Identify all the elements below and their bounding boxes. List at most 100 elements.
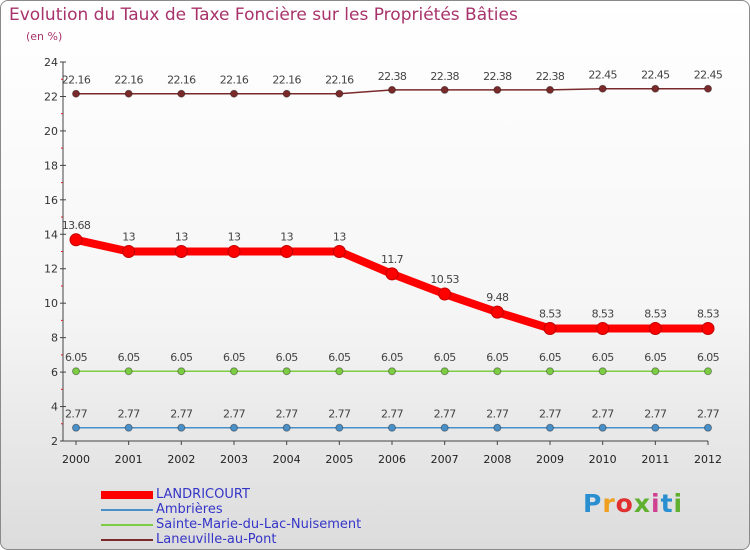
y-tick-label: 4 [51, 401, 58, 414]
legend-swatch [101, 490, 153, 499]
data-point [282, 367, 291, 376]
data-label: 8.53 [539, 308, 562, 321]
data-label: 2.77 [381, 408, 404, 421]
x-tick-label: 2008 [483, 453, 511, 466]
data-point [227, 245, 241, 258]
legend-item: LANDRICOURT [101, 487, 361, 502]
data-point [177, 423, 186, 432]
legend-label: Laneuville-au-Pont [156, 532, 277, 547]
data-point [177, 89, 186, 98]
legend-swatch [101, 508, 153, 511]
data-point [124, 423, 133, 432]
y-tick-label: 22 [44, 90, 58, 103]
data-point [651, 367, 660, 376]
data-label: 2.77 [539, 408, 562, 421]
data-label: 8.53 [697, 308, 720, 321]
data-label: 2.77 [170, 408, 193, 421]
legend-label: LANDRICOURT [156, 487, 250, 502]
data-label: 13 [175, 231, 188, 244]
data-label: 9.48 [486, 291, 509, 304]
data-point [282, 423, 291, 432]
data-label: 2.77 [276, 408, 299, 421]
chart-unit-label: (en %) [26, 30, 63, 43]
legend-item: Ambrières [101, 502, 361, 517]
data-label: 13.68 [62, 219, 91, 232]
x-tick-label: 2009 [536, 453, 564, 466]
data-point [177, 367, 186, 376]
data-point [280, 245, 294, 258]
data-label: 22.45 [641, 69, 670, 82]
logo-letter: o [615, 489, 634, 518]
data-label: 22.38 [430, 70, 459, 83]
data-point [440, 423, 449, 432]
y-tick-label: 2 [51, 435, 58, 448]
data-point [598, 423, 607, 432]
logo-letter: x [633, 489, 651, 518]
data-label: 6.05 [697, 351, 720, 364]
data-point [72, 423, 80, 432]
proxiti-logo: Proxiti [583, 489, 683, 518]
data-label: 6.05 [381, 351, 404, 364]
data-point [124, 367, 133, 376]
data-point [490, 305, 504, 319]
data-label: 22.45 [694, 69, 723, 82]
data-point [598, 367, 607, 376]
data-point [704, 367, 712, 376]
data-label: 22.38 [378, 70, 407, 83]
data-point [493, 423, 502, 432]
legend-swatch [101, 523, 153, 526]
data-label: 2.77 [223, 408, 246, 421]
y-tick-label: 6 [51, 366, 58, 379]
data-point [440, 85, 449, 94]
logo-letter: r [602, 489, 616, 518]
data-label: 6.05 [434, 351, 457, 364]
data-label: 6.05 [644, 351, 667, 364]
data-label: 2.77 [486, 408, 509, 421]
data-label: 6.05 [118, 351, 141, 364]
y-tick-label: 20 [44, 125, 58, 138]
data-label: 6.05 [223, 351, 246, 364]
data-point [335, 367, 344, 376]
x-tick-label: 2002 [167, 453, 195, 466]
data-point [704, 84, 712, 93]
data-label: 22.38 [536, 70, 565, 83]
data-point [701, 322, 715, 336]
chart-legend: LANDRICOURT Ambrières Sainte-Marie-du-Lac-… [101, 487, 361, 547]
data-label: 13 [280, 231, 293, 244]
data-label: 2.77 [65, 408, 88, 421]
y-tick-label: 16 [44, 194, 58, 207]
data-point [69, 233, 83, 247]
data-point [72, 367, 80, 376]
y-tick-label: 12 [44, 263, 58, 276]
y-tick-label: 14 [44, 228, 58, 241]
x-tick-label: 2003 [220, 453, 248, 466]
data-label: 2.77 [697, 408, 720, 421]
legend-item: Laneuville-au-Pont [101, 532, 361, 547]
data-point [230, 423, 238, 432]
data-label: 13 [228, 231, 241, 244]
data-label: 2.77 [328, 408, 351, 421]
data-point [440, 367, 449, 376]
data-point [651, 84, 660, 93]
data-point [282, 89, 291, 98]
data-label: 13 [122, 231, 135, 244]
data-label: 6.05 [170, 351, 193, 364]
data-point [493, 367, 502, 376]
data-point [335, 423, 344, 432]
x-tick-label: 2006 [378, 453, 406, 466]
y-tick-label: 18 [44, 159, 58, 172]
data-point [230, 367, 238, 376]
data-point [72, 89, 80, 98]
data-point [335, 89, 344, 98]
data-label: 6.05 [539, 351, 562, 364]
data-label: 11.7 [381, 253, 404, 266]
data-label: 2.77 [434, 408, 457, 421]
data-point [546, 85, 554, 94]
legend-item: Sainte-Marie-du-Lac-Nuisement [101, 517, 361, 532]
data-point [122, 245, 136, 258]
x-tick-label: 2010 [589, 453, 617, 466]
legend-label: Sainte-Marie-du-Lac-Nuisement [156, 517, 362, 532]
data-label: 22.16 [220, 74, 249, 87]
